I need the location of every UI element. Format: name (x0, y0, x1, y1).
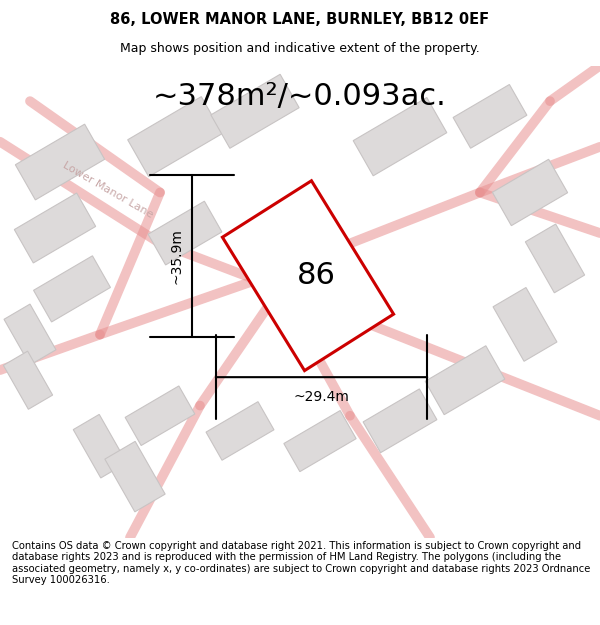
Polygon shape (34, 256, 110, 322)
Text: Lower Manor
Lane: Lower Manor Lane (303, 290, 377, 342)
Polygon shape (14, 193, 95, 263)
Polygon shape (4, 304, 56, 365)
Text: 86, LOWER MANOR LANE, BURNLEY, BB12 0EF: 86, LOWER MANOR LANE, BURNLEY, BB12 0EF (110, 12, 490, 28)
Polygon shape (148, 201, 222, 265)
Text: Contains OS data © Crown copyright and database right 2021. This information is : Contains OS data © Crown copyright and d… (12, 541, 590, 586)
Text: Lower Manor Lane: Lower Manor Lane (61, 161, 155, 221)
Polygon shape (211, 74, 299, 148)
Polygon shape (493, 159, 568, 226)
Polygon shape (206, 402, 274, 460)
Polygon shape (223, 181, 394, 371)
Text: ~378m²/~0.093ac.: ~378m²/~0.093ac. (153, 82, 447, 111)
Polygon shape (125, 386, 195, 446)
Polygon shape (425, 346, 505, 414)
Text: ~35.9m: ~35.9m (169, 228, 183, 284)
Text: Map shows position and indicative extent of the property.: Map shows position and indicative extent… (120, 42, 480, 55)
Polygon shape (526, 224, 584, 292)
Polygon shape (284, 411, 356, 472)
Polygon shape (4, 351, 53, 409)
Polygon shape (453, 84, 527, 148)
Polygon shape (363, 389, 437, 452)
Text: ~29.4m: ~29.4m (293, 391, 349, 404)
Polygon shape (353, 98, 447, 176)
Polygon shape (128, 97, 223, 177)
Polygon shape (105, 441, 165, 512)
Polygon shape (493, 288, 557, 361)
Polygon shape (16, 124, 104, 200)
Text: 86: 86 (296, 261, 335, 290)
Polygon shape (73, 414, 127, 478)
